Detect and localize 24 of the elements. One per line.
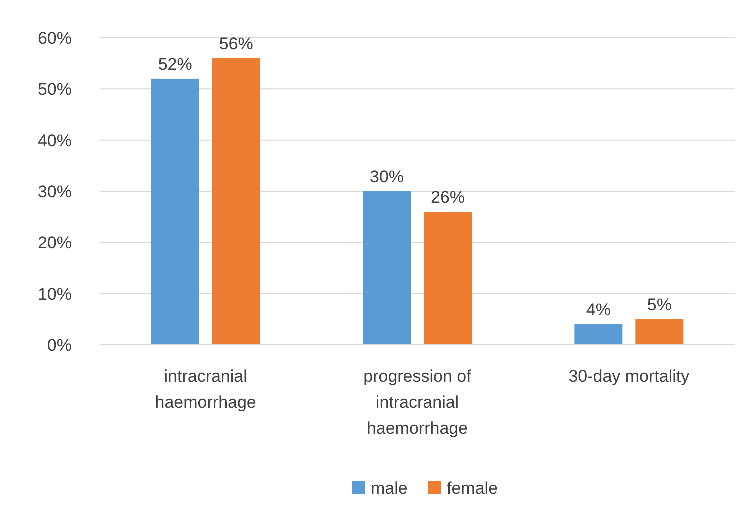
bar — [424, 212, 472, 345]
x-tick-label: progression of intracranial haemorrhage — [364, 367, 472, 438]
y-tick-label: 20% — [38, 234, 72, 253]
bar — [151, 78, 200, 345]
data-label: 30% — [370, 168, 404, 186]
legend-label: male — [371, 478, 408, 498]
data-label: 56% — [219, 34, 254, 54]
bar — [212, 58, 260, 345]
y-tick-label: 10% — [38, 284, 72, 304]
legend-label: female — [447, 478, 498, 498]
data-label: 26% — [430, 188, 466, 207]
bar — [574, 324, 623, 345]
bar — [636, 319, 684, 345]
y-tick-label: 50% — [38, 80, 72, 100]
data-label: 5% — [647, 295, 672, 314]
data-label: 4% — [586, 300, 611, 320]
x-tick-label: intracranial haemorrhage — [155, 367, 256, 412]
y-tick-label: 40% — [38, 131, 72, 150]
data-label: 52% — [158, 54, 192, 74]
x-tick-label: 30-day mortality — [568, 367, 690, 386]
y-tick-label: 0% — [47, 336, 72, 355]
bar — [363, 192, 411, 345]
y-tick-label: 30% — [38, 182, 72, 202]
y-tick-label: 60% — [38, 28, 72, 48]
